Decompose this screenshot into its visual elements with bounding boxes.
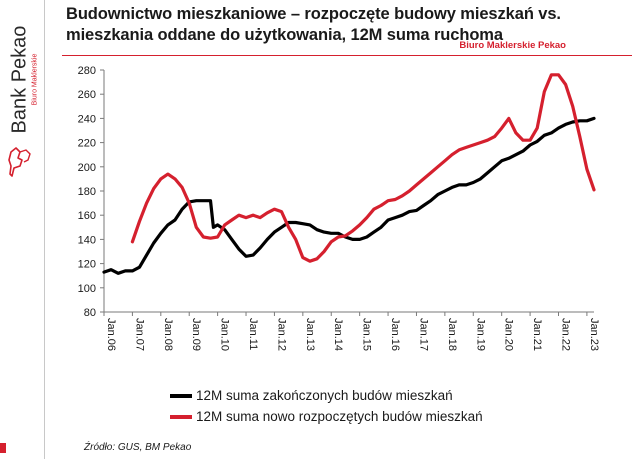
y-tick-label: 240: [78, 113, 96, 125]
title-line-2: mieszkania oddane do użytkowania, 12M su…: [66, 26, 503, 44]
y-tick-label: 220: [78, 138, 96, 150]
y-tick-label: 160: [78, 210, 96, 222]
x-tick-label: Jan.07: [133, 318, 145, 351]
y-tick-label: 80: [84, 307, 96, 319]
footer-accent-mark: [0, 443, 6, 453]
chart-legend: 12M suma zakończonych budów mieszkań 12M…: [170, 385, 570, 427]
x-tick-label: Jan.19: [474, 318, 486, 351]
y-tick-label: 140: [78, 234, 96, 246]
y-tick-label: 200: [78, 162, 96, 174]
subbrand-label: Biuro Maklerskie Pekao: [459, 40, 566, 51]
x-tick-label: Jan.09: [190, 318, 202, 351]
x-tick-label: Jan.12: [275, 318, 287, 351]
x-tick-label: Jan.18: [446, 318, 458, 351]
sidebar-divider: [44, 0, 45, 459]
x-tick-label: Jan.21: [531, 318, 543, 351]
legend-label-completed: 12M suma zakończonych budów mieszkań: [196, 388, 453, 403]
line-chart: 80 100 120 140 160 180 200 220 240 260 280 Jan.06 Ja…: [78, 65, 600, 351]
x-tick-label: Jan.23: [588, 318, 600, 351]
brand-name: Bank Pekao: [8, 25, 31, 134]
series-line-completed: [102, 116, 596, 275]
x-tick-label: Jan.11: [247, 318, 259, 350]
y-tick-label: 280: [78, 65, 96, 77]
title-line-1: Budownictwo mieszkaniowe – rozpoczęte bu…: [66, 5, 561, 23]
x-tick-label: Jan.16: [389, 318, 401, 351]
legend-item-started: 12M suma nowo rozpoczętych budów mieszka…: [170, 406, 570, 427]
y-tick-label: 100: [78, 283, 96, 295]
brand-subtitle: Biuro Maklerskie: [31, 53, 39, 106]
x-tick-label: Jan.15: [361, 318, 373, 351]
x-tick-label: Jan.08: [162, 318, 174, 351]
pekao-bison-icon: [8, 147, 31, 177]
legend-item-completed: 12M suma zakończonych budów mieszkań: [170, 385, 570, 406]
legend-swatch-black: [170, 393, 192, 398]
y-tick-label: 120: [78, 259, 96, 271]
x-tick-label: Jan.22: [559, 318, 571, 351]
series-line-started: [130, 73, 596, 263]
y-tick-label: 260: [78, 89, 96, 101]
source-note: Źródło: GUS, BM Pekao: [84, 442, 192, 453]
x-tick-label: Jan.06: [105, 318, 117, 351]
title-rule: [62, 55, 632, 56]
y-tick-label: 180: [78, 186, 96, 198]
page-title: Budownictwo mieszkaniowe – rozpoczęte bu…: [66, 4, 626, 46]
x-tick-label: Jan.17: [417, 318, 429, 351]
legend-swatch-red: [170, 414, 192, 419]
x-tick-label: Jan.20: [503, 318, 515, 351]
brand-block: Bank Pekao Biuro Maklerskie: [6, 10, 40, 150]
legend-label-started: 12M suma nowo rozpoczętych budów mieszka…: [196, 409, 483, 424]
x-tick-label: Jan.10: [219, 318, 231, 351]
x-tick-label: Jan.14: [332, 318, 344, 351]
x-tick-label: Jan.13: [304, 318, 316, 351]
